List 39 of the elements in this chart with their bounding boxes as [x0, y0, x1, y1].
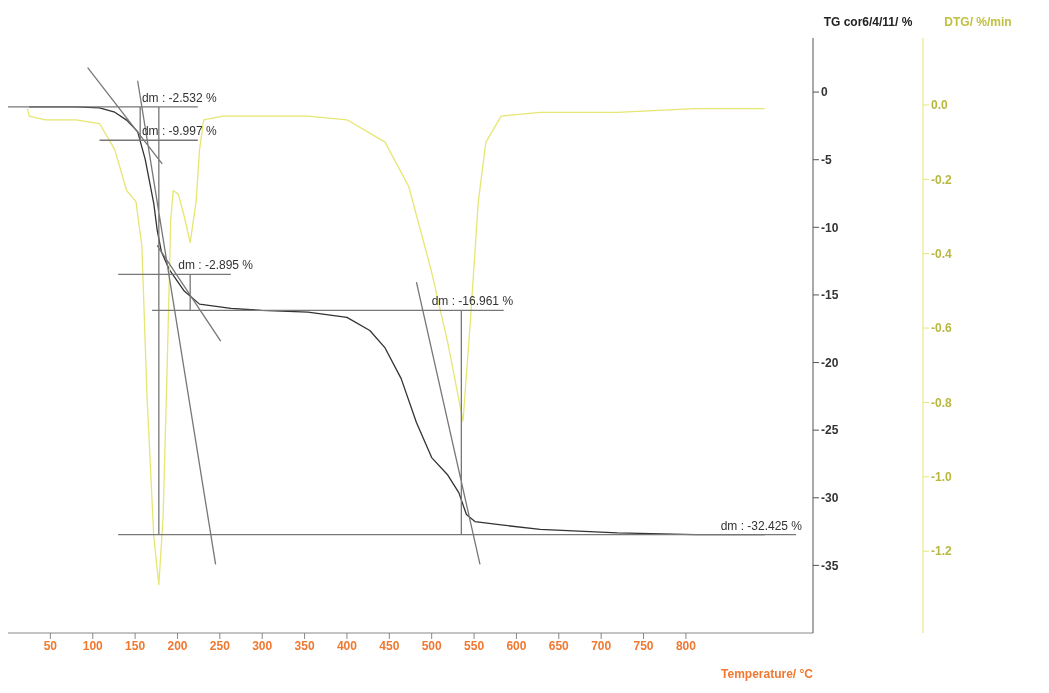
x-tick-label: 300 [252, 638, 273, 653]
x-tick-label: 800 [675, 638, 697, 653]
y-tick-label: -30 [821, 491, 839, 506]
x-tick-label: 250 [209, 638, 231, 653]
annotation: dm : -16.961 % [431, 294, 514, 309]
annotation: dm : -9.997 % [141, 124, 217, 139]
x-tick-label: 550 [464, 638, 485, 653]
x-tick-label: 400 [336, 638, 358, 653]
y2-tick-label: 0.0 [931, 98, 949, 113]
x-tick-label: 50 [43, 638, 58, 653]
y2-tick-label: -0.6 [931, 321, 952, 336]
x-tick-label: 650 [548, 638, 570, 653]
x-tick-label: 600 [506, 638, 527, 653]
x-tick-label: 700 [591, 638, 612, 653]
x-tick-label: 200 [167, 638, 188, 653]
x-tick-label: 150 [125, 638, 146, 653]
x-tick-label: 450 [379, 638, 400, 653]
x-tick-label: 100 [82, 638, 104, 653]
y-tick-label: 0 [821, 85, 828, 100]
y-tick-label: -10 [821, 220, 839, 235]
y-tick-label: -5 [821, 152, 832, 167]
y-tick-label: -15 [821, 288, 839, 303]
y-tick-label: -20 [821, 355, 839, 370]
x-axis-title: Temperature/ °C [721, 667, 814, 681]
x-tick-label: 500 [421, 638, 443, 653]
y2-tick-label: -1.2 [931, 544, 952, 559]
y-tick-label: -25 [821, 423, 839, 438]
x-tick-label: 750 [633, 638, 654, 653]
annotation: dm : -2.532 % [141, 90, 217, 105]
y2-tick-label: -1.0 [931, 470, 952, 485]
y2-tick-label: -0.8 [931, 395, 952, 410]
y-tick-label: -35 [821, 558, 839, 573]
annotation: dm : -2.895 % [178, 258, 254, 273]
x-tick-label: 350 [294, 638, 315, 653]
y2-tick-label: -0.2 [931, 172, 952, 187]
annotation: dm : -32.425 % [720, 518, 803, 533]
y2-tick-label: -0.4 [931, 246, 952, 261]
y-axis-title: TG cor6/4/11/ % [823, 15, 913, 29]
y2-axis-title: DTG/ %/min [944, 15, 1012, 29]
